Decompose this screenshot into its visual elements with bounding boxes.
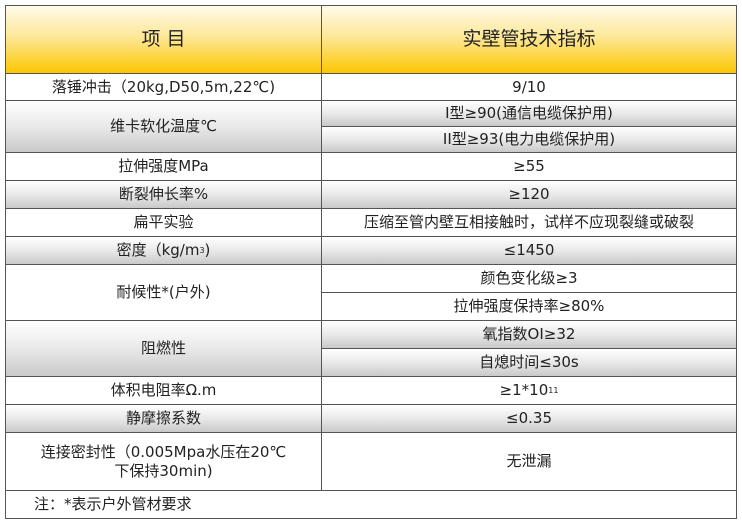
table-note: 注：*表示户外管材要求 [5,490,737,519]
row-value: ≤0.35 [321,404,737,433]
row-item: 维卡软化温度℃ [5,100,322,153]
row-value: ≥1*10 11 [321,376,737,405]
row-item: 落锤冲击（20kg,D50,5m,22℃) [5,73,322,102]
row-value: 压缩至管内壁互相接触时，试样不应现裂缝或破裂 [321,208,737,237]
row-item: 连接密封性（0.005Mpa水压在20℃下保持30min) [5,432,322,491]
value-text: 无泄漏 [506,452,552,470]
row-value: ≤1450 [321,236,737,265]
row-item: 耐候性*(户外) [5,264,322,321]
row-value: 自熄时间≤30s [321,348,737,377]
value-text: 颜色变化级≥3 [480,269,578,287]
row-item: 扁平实验 [5,208,322,237]
row-item: 静摩擦系数 [5,404,322,433]
item-label: 落锤冲击（20kg,D50,5m,22℃) [51,78,276,96]
item-label: 维卡软化温度℃ [110,117,217,135]
row-item: 断裂伸长率% [5,180,322,209]
value-text: 压缩至管内壁互相接触时，试样不应现裂缝或破裂 [363,213,694,231]
item-label: 扁平实验 [133,213,194,231]
item-label: 连接密封性（0.005Mpa水压在20℃下保持30min) [40,442,287,480]
row-item: 阻燃性 [5,320,322,377]
value-text: ≥120 [508,185,550,203]
item-label: 静摩擦系数 [125,409,201,427]
value-text: I型≥90(通信电缆保护用) [445,104,613,122]
value-text: ≤0.35 [506,409,552,427]
header-spec: 实壁管技术指标 [321,5,737,74]
value-text: ≥55 [513,157,545,175]
row-value: II型≥93(电力电缆保护用) [321,126,737,153]
row-item: 密度（kg/m 3) [5,236,322,265]
value-text: 氧指数OI≥32 [482,325,576,343]
value-text: ≥1*10 [499,381,549,399]
row-value: 9/10 [321,73,737,102]
row-value: ≥55 [321,152,737,181]
item-label: 阻燃性 [140,339,186,357]
item-label: 密度（kg/m [116,241,200,259]
item-label: 断裂伸长率% [118,185,209,203]
item-label: 拉伸强度MPa [118,157,209,175]
value-sup: 11 [548,386,559,395]
item-sup: 3 [199,246,205,255]
item-end: ) [204,241,211,259]
row-value: I型≥90(通信电缆保护用) [321,100,737,127]
value-text: 自熄时间≤30s [479,353,579,371]
value-text: 9/10 [512,78,546,96]
header-item: 项 目 [5,5,322,74]
row-value: ≥120 [321,180,737,209]
item-label: 体积电阻率Ω.m [110,381,217,399]
row-item: 拉伸强度MPa [5,152,322,181]
row-value: 无泄漏 [321,432,737,491]
item-label: 耐候性*(户外) [116,283,211,301]
row-value: 颜色变化级≥3 [321,264,737,293]
value-text: ≤1450 [503,241,555,259]
row-item: 体积电阻率Ω.m [5,376,322,405]
value-text: II型≥93(电力电缆保护用) [442,130,616,148]
row-value: 氧指数OI≥32 [321,320,737,349]
row-value: 拉伸强度保持率≥80% [321,292,737,321]
value-text: 拉伸强度保持率≥80% [453,297,605,315]
